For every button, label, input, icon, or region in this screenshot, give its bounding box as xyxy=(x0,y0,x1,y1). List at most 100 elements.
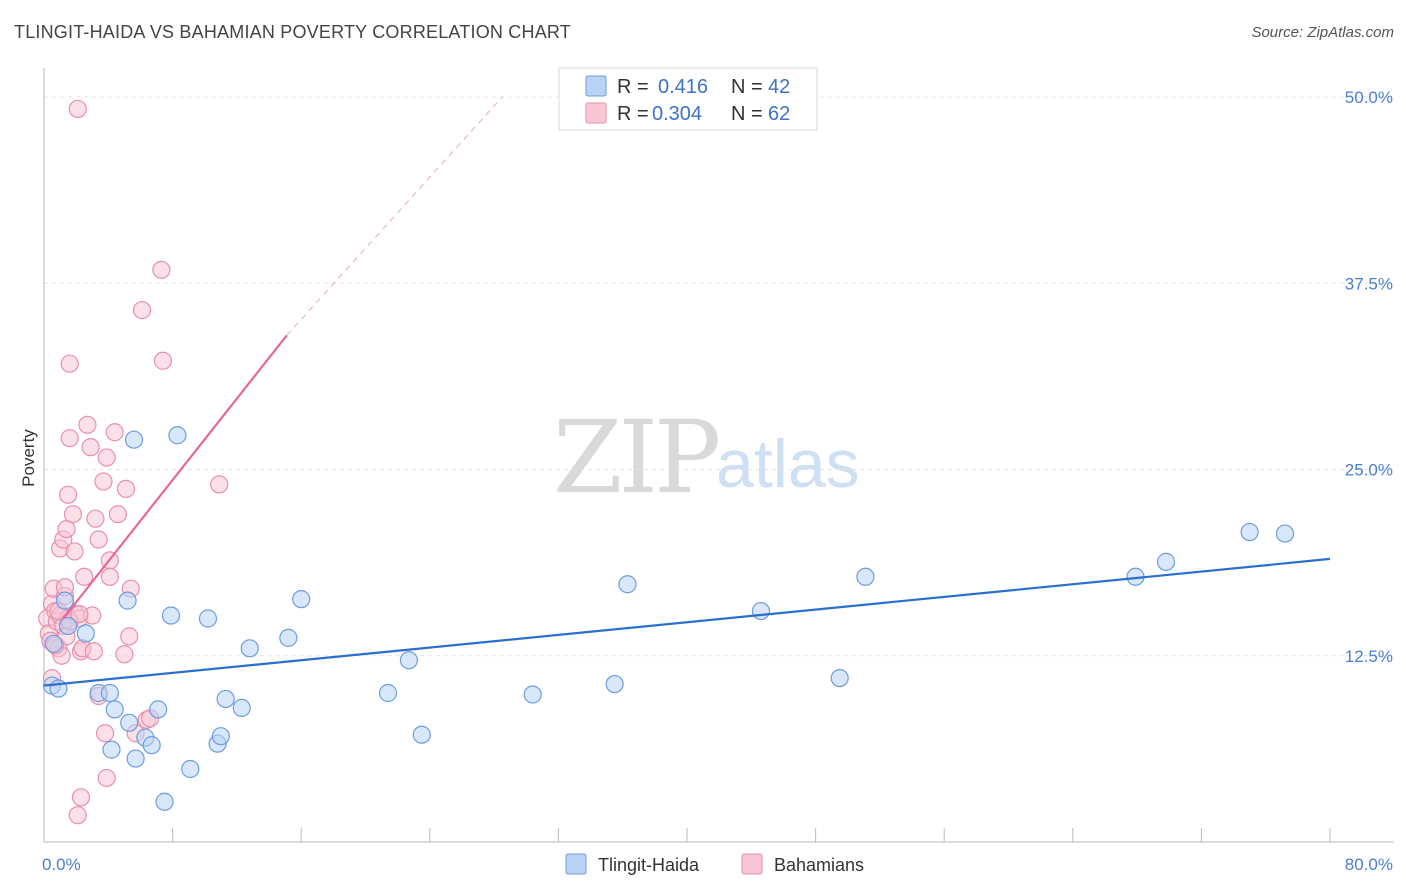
tlingit-haida-point xyxy=(59,616,78,636)
y-axis-label: Poverty xyxy=(19,429,38,487)
bottom-legend-swatch-tlingit-haida xyxy=(565,853,587,875)
legend-n-label: N = xyxy=(731,76,763,98)
trend-lines xyxy=(43,96,1331,687)
bahamians-point xyxy=(105,423,124,442)
bahamians-point xyxy=(97,448,116,467)
bahamians-point xyxy=(210,475,229,494)
bahamians-point xyxy=(95,724,115,743)
x-tick-label: 80.0% xyxy=(1345,855,1393,874)
tlingit-haida-point xyxy=(279,628,298,647)
bahamians-point xyxy=(120,627,139,646)
bahamians-point xyxy=(68,806,87,825)
tlingit-haida-point xyxy=(1156,552,1176,571)
tlingit-haida-point xyxy=(523,685,542,704)
tlingit-haida-point xyxy=(76,624,95,643)
tlingit-haida-point xyxy=(378,683,398,703)
legend-r-value: 0.304 xyxy=(652,103,702,125)
tlingit-haida-point xyxy=(605,674,624,694)
bahamians-point xyxy=(97,768,116,788)
x-tick-label: 0.0% xyxy=(42,855,81,874)
tlingit-haida-point xyxy=(1240,522,1259,542)
bahamians-point xyxy=(70,604,89,624)
tlingit-haida-point xyxy=(412,725,431,744)
bahamians-point xyxy=(65,542,84,561)
bahamians-point xyxy=(115,645,134,664)
tlingit-haida-point xyxy=(399,651,419,670)
tlingit-haida-point xyxy=(168,426,187,445)
bahamians-point xyxy=(60,354,79,373)
tlingit-haida-point xyxy=(856,567,875,586)
tlingit-haida-point xyxy=(105,700,124,719)
tlingit-haida-point xyxy=(149,700,168,719)
tlingit-haida-point xyxy=(120,713,139,732)
correlation-legend: R = 0.416 N = 42 R = 0.304 N = 62 xyxy=(558,67,818,131)
bahamians-trend-line xyxy=(62,334,288,620)
bahamians-point xyxy=(152,260,171,279)
tlingit-haida-point xyxy=(751,601,771,621)
series-legend: Tlingit-Haida Bahamians xyxy=(565,853,864,875)
y-tick-label: 12.5% xyxy=(1345,647,1393,666)
bahamians-point xyxy=(108,505,128,524)
bahamians-point xyxy=(116,479,136,498)
watermark-zip: ZIP xyxy=(553,399,718,516)
bahamians-point xyxy=(153,351,173,370)
bahamians-point xyxy=(81,438,100,457)
source-credit: Source: ZipAtlas.com xyxy=(1251,24,1394,41)
tlingit-haida-point xyxy=(198,609,218,628)
tlingit-haida-point xyxy=(161,606,181,625)
bahamians-point xyxy=(63,505,83,524)
watermark-atlas: atlas xyxy=(716,426,860,502)
bahamians-point xyxy=(78,415,97,434)
legend-r-value: 0.416 xyxy=(658,76,708,98)
legend-r-label: R = xyxy=(617,76,649,98)
tlingit-haida-point xyxy=(292,590,311,609)
bahamians-point xyxy=(89,530,108,549)
bahamians-point xyxy=(75,567,94,586)
legend-r-label: R = xyxy=(617,103,649,125)
y-tick-labels: 12.5% 25.0% 37.5% 50.0% xyxy=(1345,88,1393,666)
tlingit-haida-point xyxy=(55,591,74,610)
tlingit-haida-point xyxy=(155,792,174,811)
watermark: ZIP atlas xyxy=(553,399,860,516)
legend-swatch-tlingit-haida xyxy=(585,75,607,97)
tlingit-haida-points xyxy=(42,426,1295,811)
tlingit-haida-point xyxy=(142,736,161,755)
tlingit-haida-point xyxy=(124,430,144,449)
bahamians-point xyxy=(71,788,91,807)
chart-title: TLINGIT-HAIDA VS BAHAMIAN POVERTY CORREL… xyxy=(14,22,571,42)
tlingit-haida-point xyxy=(118,591,137,610)
tlingit-haida-point xyxy=(240,639,259,658)
tlingit-haida-point xyxy=(1275,524,1295,543)
y-tick-label: 50.0% xyxy=(1345,88,1393,107)
tlingit-haida-point xyxy=(232,698,251,718)
bahamians-point xyxy=(132,300,152,320)
y-tick-label: 25.0% xyxy=(1345,461,1393,480)
tlingit-haida-point xyxy=(102,740,121,759)
x-tick-labels: 0.0% 80.0% xyxy=(42,855,1393,874)
tlingit-haida-point xyxy=(211,727,230,746)
bahamians-point xyxy=(100,567,120,586)
tlingit-haida-point xyxy=(830,668,849,688)
tlingit-haida-point xyxy=(216,689,235,709)
legend-n-value: 62 xyxy=(768,103,790,125)
axes xyxy=(43,68,1394,843)
bahamians-point xyxy=(68,99,87,119)
tlingit-haida-point xyxy=(44,634,63,653)
bottom-legend-label-tlingit-haida: Tlingit-Haida xyxy=(598,855,700,875)
bahamians-point xyxy=(94,472,113,491)
legend-n-label: N = xyxy=(731,103,763,125)
bahamians-point xyxy=(86,509,105,528)
tlingit-haida-point xyxy=(100,683,120,703)
bahamians-point xyxy=(59,485,78,504)
bottom-legend-label-bahamians: Bahamians xyxy=(774,855,864,875)
y-tick-label: 37.5% xyxy=(1345,274,1393,293)
tlingit-haida-point xyxy=(181,759,200,779)
legend-swatch-bahamians xyxy=(585,102,607,124)
bahamians-trend-extension xyxy=(286,96,503,336)
tlingit-haida-trend-line xyxy=(43,557,1331,687)
bottom-legend-swatch-bahamians xyxy=(741,853,763,875)
bahamians-point xyxy=(60,429,79,448)
bahamians-point xyxy=(84,642,103,661)
tlingit-haida-point xyxy=(618,575,637,594)
